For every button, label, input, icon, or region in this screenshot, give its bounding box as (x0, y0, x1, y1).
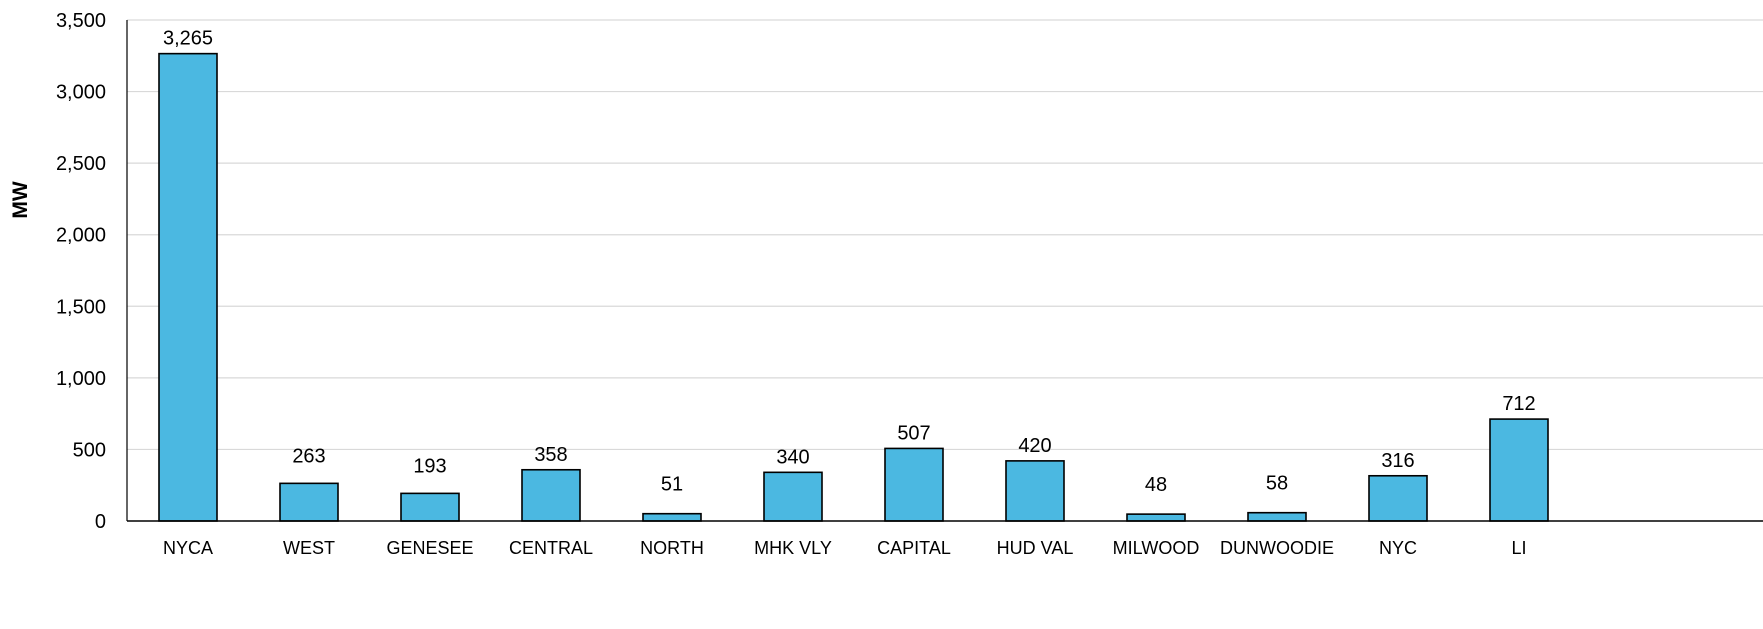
data-label: 51 (661, 474, 683, 496)
label-layer: 3,265 NYCA 263 WEST 193 GENESEE 358 CENTRAL 51 NO… (163, 28, 1536, 558)
x-tick-label: CENTRAL (509, 538, 593, 558)
x-tick-label: WEST (283, 538, 335, 558)
bar (158, 52, 218, 522)
x-tick-label: NYCA (163, 538, 213, 558)
bar-layer (158, 52, 1549, 522)
x-tick-label: GENESEE (386, 538, 473, 558)
y-tick-label: 1,500 (56, 296, 106, 318)
y-tick-label: 3,000 (56, 82, 106, 104)
bar (884, 447, 944, 522)
x-tick-label: NORTH (640, 538, 704, 558)
data-label: 58 (1266, 473, 1288, 495)
data-label: 420 (1018, 435, 1051, 457)
data-label: 263 (292, 445, 325, 467)
data-label: 507 (897, 422, 930, 444)
y-tick-label: 1,000 (56, 368, 106, 390)
grid-layer (127, 19, 1763, 451)
x-tick-label: NYC (1379, 538, 1417, 558)
y-tick-label: 500 (73, 439, 106, 461)
bar (763, 471, 823, 522)
y-tick-label: 2,000 (56, 225, 106, 247)
data-label: 193 (413, 455, 446, 477)
axis-layer: 0 500 1,000 1,500 2,000 2,500 3,000 3,500 (56, 10, 1763, 533)
bar (521, 468, 581, 522)
x-tick-label: CAPITAL (877, 538, 951, 558)
bar (1247, 511, 1307, 522)
bar (642, 512, 702, 522)
y-tick-label: 3,500 (56, 10, 106, 32)
data-label: 316 (1381, 450, 1414, 472)
data-label: 712 (1502, 393, 1535, 415)
y-tick-label: 0 (95, 511, 106, 533)
bar (1368, 474, 1428, 522)
x-tick-label: MHK VLY (754, 538, 832, 558)
bar (1126, 513, 1186, 522)
data-label: 3,265 (163, 28, 213, 50)
x-tick-label: DUNWOODIE (1220, 538, 1334, 558)
x-tick-label: HUD VAL (997, 538, 1074, 558)
y-axis-title: MW (9, 181, 32, 218)
bar (400, 492, 460, 522)
x-tick-label: LI (1511, 538, 1526, 558)
bar (1005, 460, 1065, 522)
y-tick-label: 2,500 (56, 153, 106, 175)
bar (1489, 418, 1549, 522)
bar (279, 482, 339, 522)
data-label: 358 (534, 444, 567, 466)
x-tick-label: MILWOOD (1113, 538, 1200, 558)
data-label: 48 (1145, 474, 1167, 496)
data-label: 340 (776, 446, 809, 468)
